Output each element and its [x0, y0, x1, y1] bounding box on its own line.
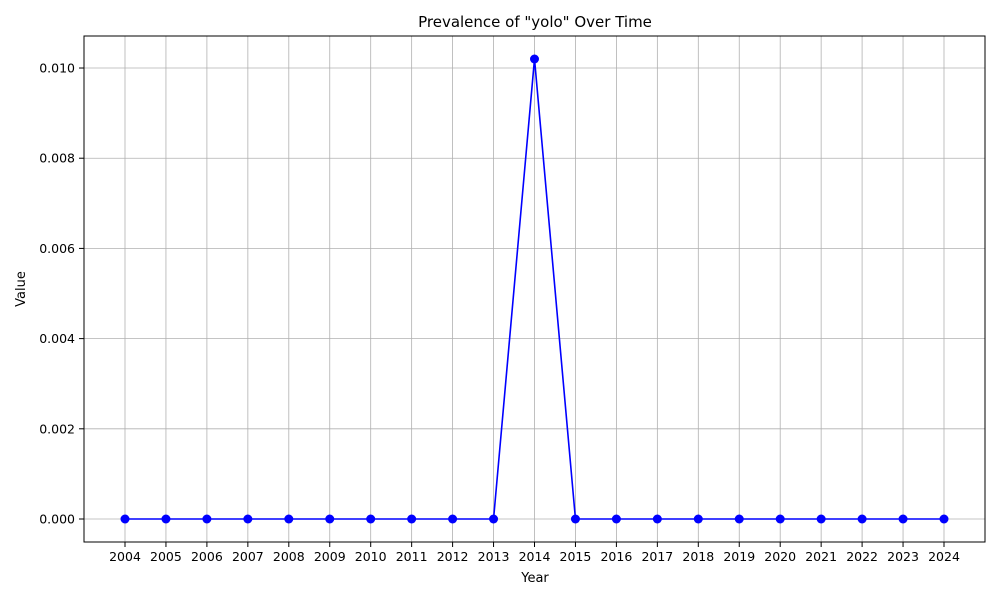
x-tick-label: 2007 — [232, 549, 264, 564]
x-tick-label: 2005 — [150, 549, 182, 564]
y-tick-label: 0.006 — [39, 241, 75, 256]
y-tick-label: 0.004 — [39, 331, 75, 346]
data-point — [407, 514, 417, 524]
x-tick-label: 2024 — [928, 549, 960, 564]
data-point — [816, 514, 826, 524]
x-tick-label: 2022 — [846, 549, 878, 564]
data-point — [366, 514, 376, 524]
y-tick-label: 0.002 — [39, 421, 75, 436]
data-point — [284, 514, 294, 524]
x-tick-label: 2012 — [437, 549, 469, 564]
y-axis-label: Value — [14, 271, 29, 307]
x-axis-label: Year — [520, 571, 549, 586]
x-tick-label: 2021 — [805, 549, 837, 564]
x-tick-label: 2014 — [519, 549, 551, 564]
y-tick-label: 0.000 — [39, 512, 75, 527]
data-point — [857, 514, 867, 524]
data-point — [243, 514, 253, 524]
data-point — [570, 514, 580, 524]
x-tick-label: 2008 — [273, 549, 305, 564]
x-tick-label: 2018 — [682, 549, 714, 564]
data-point — [652, 514, 662, 524]
x-tick-label: 2019 — [723, 549, 755, 564]
grid-lines — [84, 36, 985, 542]
data-point — [325, 514, 335, 524]
series-layer — [120, 54, 949, 524]
x-tick-label: 2016 — [600, 549, 632, 564]
data-point — [734, 514, 744, 524]
data-point — [693, 514, 703, 524]
x-tick-label: 2013 — [478, 549, 510, 564]
data-point — [898, 514, 908, 524]
y-tick-label: 0.008 — [39, 151, 75, 166]
x-tick-label: 2006 — [191, 549, 223, 564]
y-tick-label: 0.010 — [39, 61, 75, 76]
x-tick-label: 2011 — [396, 549, 428, 564]
x-tick-label: 2009 — [314, 549, 346, 564]
y-axis-ticks: 0.000 0.002 0.004 0.006 0.008 0.010 — [39, 61, 84, 527]
x-tick-label: 2023 — [887, 549, 919, 564]
data-point — [448, 514, 458, 524]
data-point — [489, 514, 499, 524]
x-tick-label: 2004 — [109, 549, 141, 564]
x-axis-ticks: 2004 2005 2006 2007 2008 2009 2010 2011 2012 2013… — [109, 542, 960, 564]
x-tick-label: 2015 — [560, 549, 592, 564]
data-point — [530, 54, 539, 64]
chart-title: Prevalence of "yolo" Over Time — [418, 13, 652, 31]
data-point — [611, 514, 621, 524]
x-tick-label: 2017 — [641, 549, 673, 564]
data-point — [202, 514, 212, 524]
x-tick-label: 2020 — [764, 549, 796, 564]
data-point — [161, 514, 171, 524]
data-point — [120, 514, 130, 524]
data-point — [939, 514, 949, 524]
x-tick-label: 2010 — [355, 549, 387, 564]
data-point — [775, 514, 785, 524]
